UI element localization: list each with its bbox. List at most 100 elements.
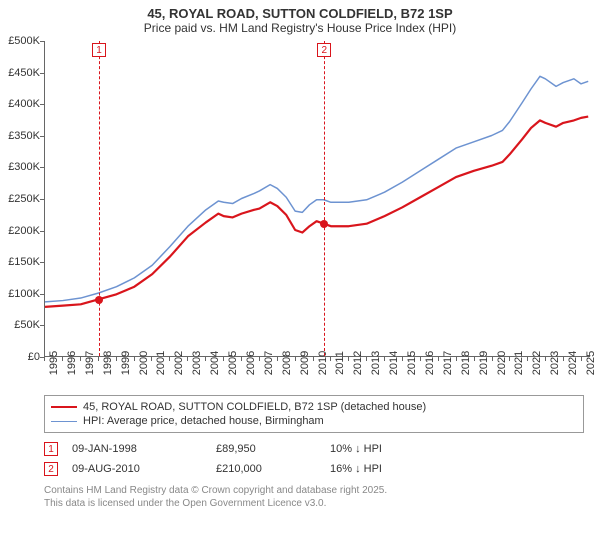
legend-label: HPI: Average price, detached house, Birm… [83, 415, 324, 427]
x-axis-tick-label: 2013 [370, 351, 382, 375]
x-axis-tick-label: 2018 [460, 351, 472, 375]
x-axis-tick-label: 2023 [549, 351, 561, 375]
x-axis-tick [187, 357, 188, 361]
plot-area: 12 [44, 41, 590, 357]
x-axis-tick [545, 357, 546, 361]
x-axis-tick [474, 357, 475, 361]
sale-marker [95, 296, 103, 304]
sale-vline [99, 41, 100, 356]
y-axis-tick-label: £500K [0, 35, 40, 47]
sales-row-flag: 2 [44, 462, 58, 476]
sale-marker [320, 220, 328, 228]
x-axis-tick [80, 357, 81, 361]
x-axis-tick-label: 2008 [281, 351, 293, 375]
x-axis-tick-label: 1998 [102, 351, 114, 375]
sales-table: 109-JAN-1998£89,95010% ↓ HPI209-AUG-2010… [44, 439, 584, 479]
x-axis-tick [509, 357, 510, 361]
attribution-line1: Contains HM Land Registry data © Crown c… [44, 485, 584, 498]
x-axis-tick [581, 357, 582, 361]
x-axis-tick-label: 1996 [66, 351, 78, 375]
x-axis-tick-label: 2024 [567, 351, 579, 375]
sales-row-price: £89,950 [216, 443, 316, 455]
x-axis-tick [151, 357, 152, 361]
y-axis-tick [40, 294, 44, 295]
legend-item: HPI: Average price, detached house, Birm… [51, 414, 577, 428]
x-axis-tick [259, 357, 260, 361]
x-axis-tick-label: 2017 [442, 351, 454, 375]
sales-row-delta: 16% ↓ HPI [330, 463, 450, 475]
chart-lines [45, 41, 590, 356]
x-axis-tick [62, 357, 63, 361]
chart-title: 45, ROYAL ROAD, SUTTON COLDFIELD, B72 1S… [0, 0, 600, 37]
x-axis-tick [223, 357, 224, 361]
title-line2: Price paid vs. HM Land Registry's House … [0, 21, 600, 35]
y-axis-tick-label: £400K [0, 98, 40, 110]
y-axis-tick-label: £300K [0, 161, 40, 173]
y-axis-tick-label: £100K [0, 288, 40, 300]
x-axis-tick-label: 2025 [585, 351, 597, 375]
x-axis-tick-label: 2000 [138, 351, 150, 375]
sales-row: 109-JAN-1998£89,95010% ↓ HPI [44, 439, 584, 459]
x-axis-tick [116, 357, 117, 361]
x-axis-tick-label: 2016 [424, 351, 436, 375]
y-axis-tick [40, 104, 44, 105]
y-axis-tick-label: £200K [0, 225, 40, 237]
x-axis-tick-label: 2009 [299, 351, 311, 375]
x-axis-tick [295, 357, 296, 361]
x-axis-tick-label: 1995 [48, 351, 60, 375]
sale-flag: 2 [317, 43, 331, 57]
x-axis-tick [241, 357, 242, 361]
y-axis-tick-label: £250K [0, 193, 40, 205]
x-axis-tick [44, 357, 45, 361]
x-axis-tick-label: 2007 [263, 351, 275, 375]
y-axis-tick [40, 41, 44, 42]
x-axis-tick-label: 1999 [120, 351, 132, 375]
x-axis-tick-label: 2003 [191, 351, 203, 375]
sales-row: 2 09-AUG-2010 £210,000 16% ↓ HPI [44, 459, 584, 479]
y-axis-tick [40, 73, 44, 74]
sales-row-date: 09-JAN-1998 [72, 443, 202, 455]
x-axis-tick [456, 357, 457, 361]
x-axis-tick [98, 357, 99, 361]
attribution-line2: This data is licensed under the Open Gov… [44, 498, 584, 511]
sales-row-delta: 10% ↓ HPI [330, 443, 450, 455]
x-axis-tick [420, 357, 421, 361]
x-axis-tick [402, 357, 403, 361]
legend-swatch [51, 406, 77, 408]
y-axis-tick-label: £450K [0, 67, 40, 79]
x-axis-tick [348, 357, 349, 361]
legend-item: 45, ROYAL ROAD, SUTTON COLDFIELD, B72 1S… [51, 400, 577, 414]
x-axis-tick-label: 1997 [84, 351, 96, 375]
sales-row-date: 09-AUG-2010 [72, 463, 202, 475]
y-axis-tick [40, 136, 44, 137]
x-axis-tick-label: 2004 [209, 351, 221, 375]
x-axis-tick [330, 357, 331, 361]
chart-area: 12 £0£50K£100K£150K£200K£250K£300K£350K£… [0, 37, 600, 393]
sales-row-price: £210,000 [216, 463, 316, 475]
x-axis-tick [277, 357, 278, 361]
x-axis-tick-label: 2012 [352, 351, 364, 375]
x-axis-tick-label: 2022 [531, 351, 543, 375]
x-axis-tick-label: 2015 [406, 351, 418, 375]
y-axis-tick [40, 262, 44, 263]
legend-swatch [51, 421, 77, 422]
x-axis-tick-label: 2002 [173, 351, 185, 375]
x-axis-tick [134, 357, 135, 361]
sale-flag: 1 [92, 43, 106, 57]
y-axis-tick-label: £0 [0, 351, 40, 363]
y-axis-tick [40, 167, 44, 168]
y-axis-tick [40, 231, 44, 232]
x-axis-tick [527, 357, 528, 361]
x-axis-tick [366, 357, 367, 361]
x-axis-tick-label: 2006 [245, 351, 257, 375]
legend: 45, ROYAL ROAD, SUTTON COLDFIELD, B72 1S… [44, 395, 584, 433]
x-axis-tick-label: 2005 [227, 351, 239, 375]
x-axis-tick [169, 357, 170, 361]
title-line1: 45, ROYAL ROAD, SUTTON COLDFIELD, B72 1S… [0, 6, 600, 21]
y-axis-tick [40, 199, 44, 200]
series-hpi [45, 76, 588, 302]
sale-vline [324, 41, 325, 356]
x-axis-tick [492, 357, 493, 361]
y-axis-tick-label: £350K [0, 130, 40, 142]
series-price_paid [45, 117, 588, 307]
